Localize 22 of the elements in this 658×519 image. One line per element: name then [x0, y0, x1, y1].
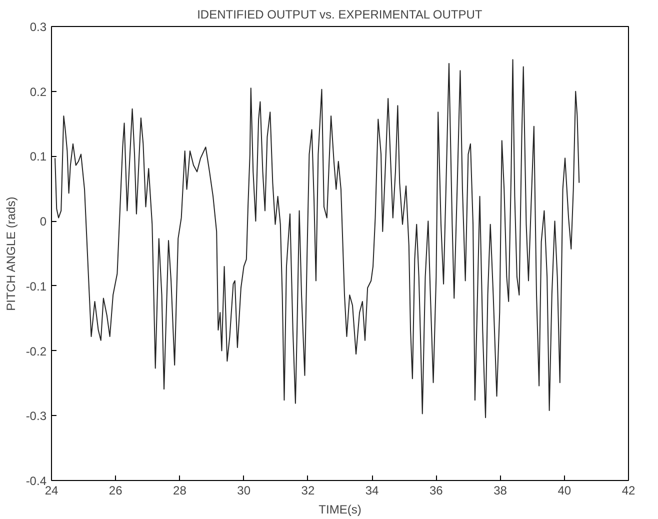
x-tick-label: 26 — [108, 484, 123, 498]
x-tick-label: 34 — [365, 484, 380, 498]
x-axis-title: TIME(s) — [318, 502, 362, 516]
y-tick-label: -0.4 — [26, 474, 47, 488]
line-series — [54, 59, 580, 418]
x-tick-label: 28 — [173, 484, 187, 498]
x-tick-label: 42 — [622, 484, 636, 498]
y-axis-title: PITCH ANGLE (rads) — [4, 196, 18, 311]
y-tick-label: -0.3 — [26, 409, 47, 424]
y-tick-label: 0.2 — [30, 84, 47, 99]
y-tick-label: 0 — [40, 214, 47, 229]
chart-title: IDENTIFIED OUTPUT vs. EXPERIMENTAL OUTPUT — [197, 8, 483, 22]
y-tick-label: 0.3 — [30, 20, 47, 34]
x-tick-label: 38 — [494, 484, 508, 498]
x-tick-label: 30 — [237, 484, 251, 498]
y-tick-label: -0.1 — [26, 279, 47, 294]
x-tick-label: 24 — [44, 484, 58, 498]
y-tick-label: -0.2 — [26, 344, 47, 358]
x-tick-label: 40 — [558, 484, 572, 498]
x-tick-label: 32 — [301, 484, 315, 498]
y-tick-label: 0.1 — [30, 150, 47, 164]
x-tick-label: 36 — [429, 484, 444, 498]
